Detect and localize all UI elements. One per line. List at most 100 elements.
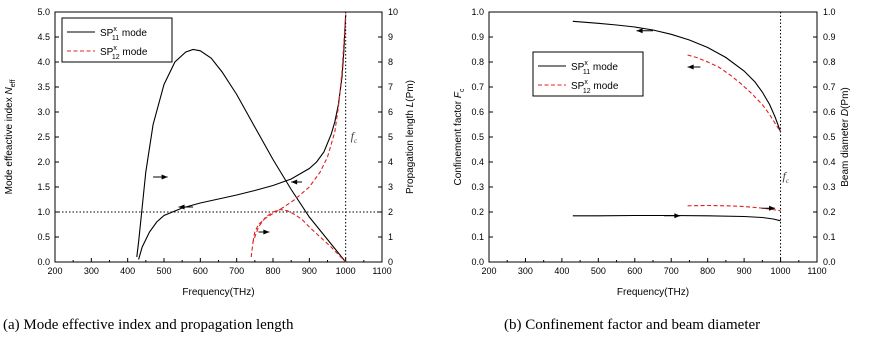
y2-tick-label-a: 5 xyxy=(388,132,393,142)
y-tick-label-a: 3.0 xyxy=(37,107,50,117)
y2-tick-label-b: 0.5 xyxy=(823,132,836,142)
y2-tick-label-b: 0.2 xyxy=(823,207,836,217)
y-tick-label-a: 2.0 xyxy=(37,157,50,167)
x-tick-label-b: 1000 xyxy=(771,266,791,276)
x-tick-label-b: 900 xyxy=(737,266,752,276)
y-axis-title-b: Confinement factor Fc xyxy=(453,88,466,185)
y-tick-label-b: 0.1 xyxy=(471,232,484,242)
y-tick-label-b: 0.7 xyxy=(471,82,484,92)
arrow-head-b-1 xyxy=(687,64,694,70)
y-tick-label-b: 0.8 xyxy=(471,57,484,67)
x-tick-label-a: 1000 xyxy=(336,266,356,276)
arrow-head-a-0 xyxy=(161,174,168,180)
y2-tick-label-a: 6 xyxy=(388,107,393,117)
y2-tick-label-b: 0.4 xyxy=(823,157,836,167)
cutoff-label-b: fc xyxy=(783,169,790,185)
x-tick-label-a: 700 xyxy=(229,266,244,276)
y-tick-label-a: 1.5 xyxy=(37,182,50,192)
series-line-a-1 xyxy=(136,48,347,263)
y-tick-label-b: 0.6 xyxy=(471,107,484,117)
arrow-head-b-2 xyxy=(674,213,681,219)
y2-tick-label-b: 0.8 xyxy=(823,57,836,67)
x-tick-label-b: 800 xyxy=(700,266,715,276)
y-tick-label-a: 0.0 xyxy=(37,257,50,267)
x-axis-title-a: Frequency(THz) xyxy=(182,287,254,298)
series-line-a-3 xyxy=(250,208,347,263)
y2-tick-label-a: 7 xyxy=(388,82,393,92)
y2-tick-label-b: 0.3 xyxy=(823,182,836,192)
x-axis-title-b: Frequency(THz) xyxy=(617,287,689,298)
y2-tick-label-a: 8 xyxy=(388,57,393,67)
x-tick-label-a: 800 xyxy=(265,266,280,276)
arrow-head-b-3 xyxy=(769,205,776,211)
x-tick-label-b: 400 xyxy=(554,266,569,276)
chart-b-confinement-factor-beam-diameter: 200 300 400 500 600 700 800 900 1000 11000.00.10.… xyxy=(453,7,851,298)
legend-box-b xyxy=(532,51,644,97)
y2-tick-label-b: 0.6 xyxy=(823,107,836,117)
x-tick-label-b: 600 xyxy=(627,266,642,276)
y2-tick-label-a: 0 xyxy=(388,257,393,267)
y-tick-label-b: 0.2 xyxy=(471,207,484,217)
x-tick-label-a: 900 xyxy=(302,266,317,276)
y2-axis-title-a: Propagation length L(Pm) xyxy=(405,80,416,194)
y-tick-label-a: 0.5 xyxy=(37,232,50,242)
y2-tick-label-b: 0.1 xyxy=(823,232,836,242)
y-tick-label-b: 0.3 xyxy=(471,182,484,192)
y-tick-label-a: 2.5 xyxy=(37,132,50,142)
y-axis-title-a: Mode effeactive index Neff xyxy=(4,80,17,195)
arrow-head-a-3 xyxy=(263,229,270,235)
y2-tick-label-b: 0.7 xyxy=(823,82,836,92)
arrow-head-a-1 xyxy=(178,204,185,210)
caption-b: (b) Confinement factor and beam diameter xyxy=(504,317,761,333)
series-line-b-0 xyxy=(572,20,782,133)
x-tick-label-a: 500 xyxy=(156,266,171,276)
series-line-b-2 xyxy=(687,54,782,133)
y2-tick-label-a: 4 xyxy=(388,157,393,167)
y-tick-label-a: 4.0 xyxy=(37,57,50,67)
cutoff-label-a: fc xyxy=(351,129,358,145)
y2-tick-label-b: 0.0 xyxy=(823,257,836,267)
series-line-b-3 xyxy=(687,204,781,212)
x-tick-label-b: 200 xyxy=(481,266,496,276)
y2-tick-label-a: 1 xyxy=(388,232,393,242)
y-tick-label-b: 1.0 xyxy=(471,7,484,17)
y-tick-label-a: 3.5 xyxy=(37,82,50,92)
x-tick-label-a: 600 xyxy=(193,266,208,276)
y2-tick-label-a: 9 xyxy=(388,32,393,42)
arrow-head-a-2 xyxy=(291,179,298,185)
legend-label-b-1: SPx 12 mode xyxy=(571,79,619,95)
series-line-a-2 xyxy=(252,14,347,243)
y2-tick-label-a: 3 xyxy=(388,182,393,192)
y2-axis-title-b: Beam diameter D(Pm) xyxy=(840,87,851,187)
y-tick-label-b: 0.9 xyxy=(471,32,484,42)
series-line-a-0 xyxy=(138,14,347,260)
x-tick-label-b: 500 xyxy=(591,266,606,276)
series-line-b-1 xyxy=(572,214,781,222)
y-tick-label-b: 0.0 xyxy=(471,257,484,267)
x-tick-label-a: 200 xyxy=(47,266,62,276)
legend-box-a xyxy=(61,17,173,63)
plot-frame-b xyxy=(488,11,818,263)
arrow-head-b-0 xyxy=(636,28,643,34)
y-tick-label-a: 1.0 xyxy=(37,207,50,217)
x-tick-label-a: 300 xyxy=(84,266,99,276)
x-tick-label-a: 1100 xyxy=(372,266,391,276)
y-tick-label-b: 0.4 xyxy=(471,157,484,167)
caption-a: (a) Mode effective index and propagation… xyxy=(3,317,294,333)
y-tick-label-a: 5.0 xyxy=(37,7,50,17)
y2-tick-label-a: 2 xyxy=(388,207,393,217)
chart-a-effective-index-propagation-length: 200 300 400 500 600 700 800 900 1000 11000.00.51.… xyxy=(4,7,416,298)
x-tick-label-a: 400 xyxy=(120,266,135,276)
x-tick-label-b: 300 xyxy=(518,266,533,276)
legend-label-b-0: SPx 11 mode xyxy=(571,60,618,76)
y-tick-label-b: 0.5 xyxy=(471,132,484,142)
x-tick-label-b: 700 xyxy=(664,266,679,276)
x-tick-label-b: 1100 xyxy=(807,266,826,276)
y2-tick-label-b: 0.9 xyxy=(823,32,836,42)
y2-tick-label-b: 1.0 xyxy=(823,7,836,17)
legend-label-a-0: SPx 11 mode xyxy=(100,26,147,42)
y2-tick-label-a: 10 xyxy=(388,7,398,17)
y-tick-label-a: 4.5 xyxy=(37,32,50,42)
legend-label-a-1: SPx 12 mode xyxy=(100,45,148,61)
